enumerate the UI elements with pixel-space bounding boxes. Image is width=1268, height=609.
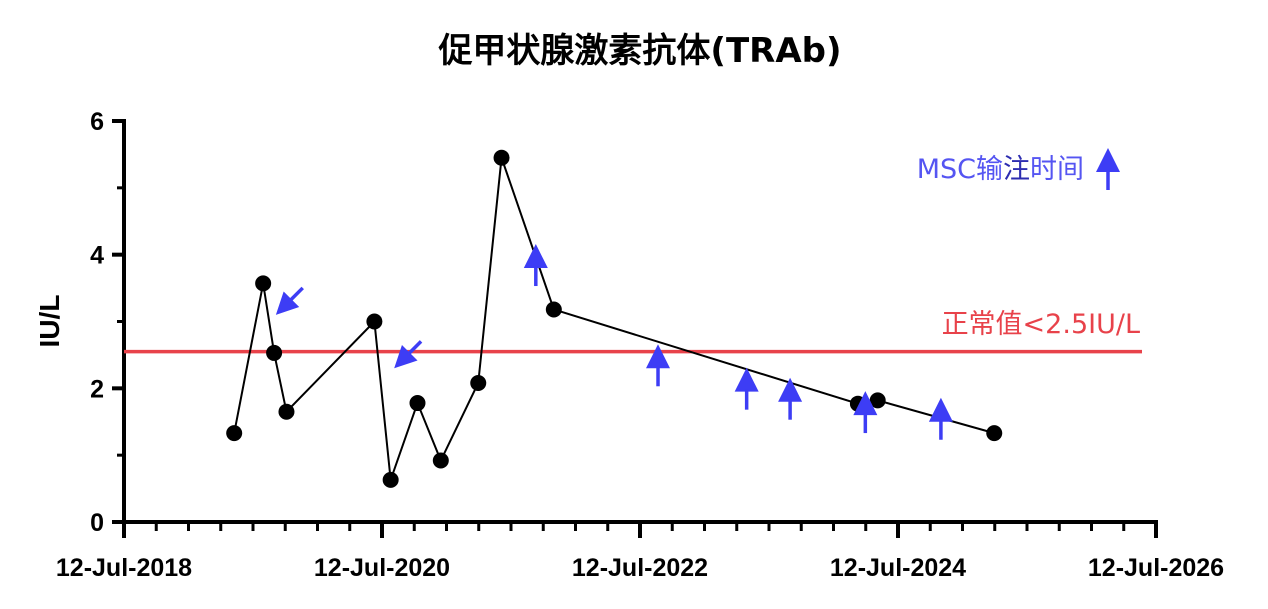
- arrow-head: [853, 391, 878, 416]
- data-point: [986, 425, 1003, 442]
- y-tick-label: 4: [90, 242, 104, 270]
- legend-text-b: 注: [1003, 154, 1030, 185]
- legend-text-c: 时间: [1030, 154, 1084, 185]
- y-tick-label: 0: [90, 509, 104, 537]
- x-tick-label: 12-Jul-2020: [314, 554, 450, 582]
- chart-title: 促甲状腺激素抗体(TRAb): [437, 31, 841, 71]
- reference-line-label: 正常值<2.5IU/L: [942, 309, 1140, 340]
- msc-up-arrow: [928, 397, 953, 440]
- msc-diagonal-arrow: [275, 286, 304, 315]
- data-point: [409, 395, 426, 412]
- data-point: [470, 374, 487, 391]
- arrow-shaft: [407, 340, 423, 356]
- arrow-head: [778, 377, 803, 402]
- arrow-head: [646, 344, 671, 369]
- axes: 0 2 4 6 12-Jul-2018 12-Jul-2020 12-Jul-2022 12-…: [56, 108, 1224, 582]
- msc-up-arrow: [853, 391, 878, 434]
- data-point: [545, 301, 562, 318]
- y-tick-label: 2: [90, 375, 104, 403]
- reference-line-group: 正常值<2.5IU/L: [124, 309, 1142, 354]
- data-point: [382, 471, 399, 488]
- legend-label: MSC输注时间: [917, 154, 1084, 185]
- data-point: [493, 149, 510, 166]
- data-line: [233, 157, 995, 481]
- msc-up-arrow: [778, 377, 803, 420]
- legend-arrow-shape: [1096, 148, 1120, 190]
- msc-up-arrow: [734, 367, 759, 410]
- x-tick-label: 12-Jul-2026: [1088, 554, 1224, 582]
- data-point: [266, 344, 283, 361]
- msc-up-arrow: [523, 244, 548, 287]
- data-point: [278, 403, 295, 420]
- arrow-shaft: [288, 286, 304, 302]
- arrow-head: [523, 244, 548, 269]
- legend-up-arrow-icon: [1096, 148, 1120, 190]
- arrow-head: [928, 397, 953, 422]
- legend-text-a: MSC输: [917, 154, 1003, 185]
- data-point: [226, 425, 243, 442]
- plot-area: [226, 149, 1003, 488]
- data-point: [255, 275, 272, 292]
- msc-diagonal-arrow: [394, 340, 423, 369]
- arrow-head: [734, 367, 759, 392]
- y-axis-title: IU/L: [34, 295, 65, 348]
- x-tick-label: 12-Jul-2022: [572, 554, 708, 582]
- msc-arrows-group: [275, 244, 953, 440]
- data-point: [366, 313, 383, 330]
- msc-up-arrow: [646, 344, 671, 387]
- arrow-head: [1096, 148, 1120, 172]
- x-tick-label: 12-Jul-2018: [56, 554, 192, 582]
- x-tick-label: 12-Jul-2024: [830, 554, 966, 582]
- legend: MSC输注时间: [917, 148, 1120, 190]
- data-point: [432, 452, 449, 469]
- y-tick-label: 6: [90, 108, 104, 136]
- data-point: [869, 392, 886, 409]
